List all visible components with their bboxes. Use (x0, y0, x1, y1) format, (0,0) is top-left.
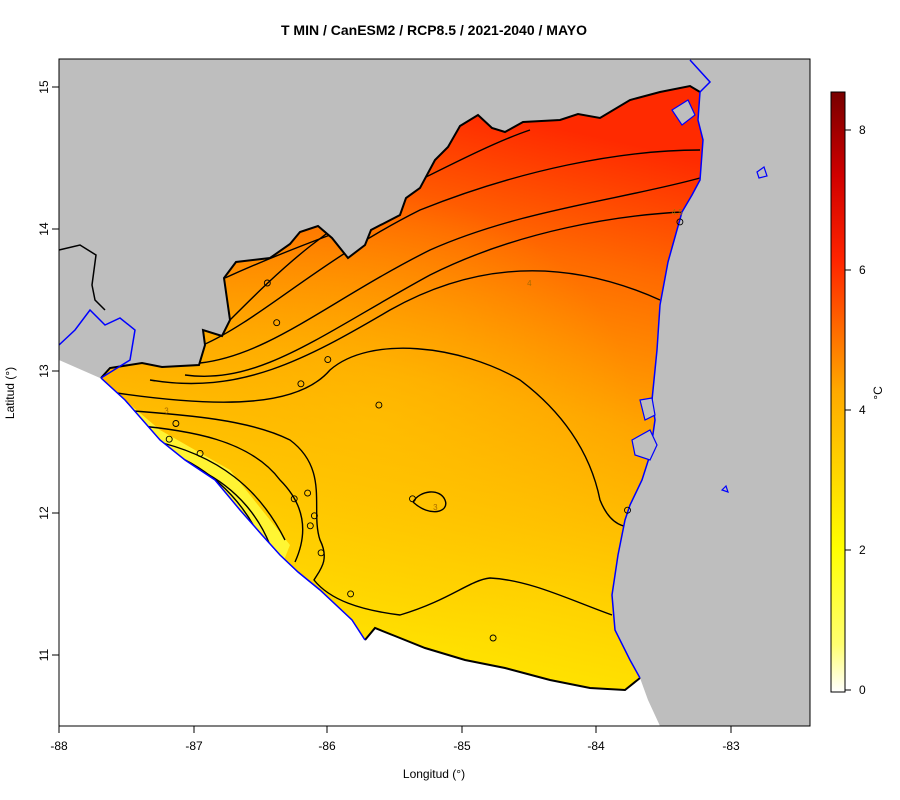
lagoon-north (639, 397, 656, 421)
gulf-of-fonseca (58, 308, 136, 379)
station-marker (375, 401, 383, 409)
pearl-lagoon (631, 429, 658, 461)
miskito-cays (756, 166, 768, 179)
colorbar: 0 2 4 6 8 °C (830, 91, 885, 697)
colorbar-tick-label: 6 (859, 263, 866, 277)
lagoon-wounta (671, 99, 696, 126)
y-tick-label: 12 (37, 506, 51, 520)
station-marker (324, 356, 332, 364)
colorbar-tick-label: 2 (859, 543, 866, 557)
y-tick-label: 11 (37, 648, 51, 661)
station-marker (196, 449, 204, 457)
contour-label: 4 (527, 279, 532, 288)
y-tick-label: 13 (37, 364, 51, 378)
colorbar-ramp (830, 91, 846, 693)
colorbar-unit: °C (871, 386, 885, 400)
map-title: T MIN / CanESM2 / RCP8.5 / 2021-2040 / M… (281, 22, 587, 38)
station-marker (304, 489, 312, 497)
contour-label: 3 (164, 407, 169, 416)
y-axis: 11 12 13 14 15 Latitud (°) (3, 80, 60, 661)
x-axis: -88 -87 -86 -85 -84 -83 Longitud (°) (50, 725, 740, 781)
nicaragua-border (100, 84, 701, 379)
costa-rica-border (364, 626, 641, 692)
x-tick-label: -86 (318, 739, 336, 753)
station-marker (409, 495, 416, 503)
station-marker (310, 512, 318, 520)
x-tick-label: -87 (185, 739, 203, 753)
station-marker (624, 506, 631, 514)
colorbar-tick-label: 8 (859, 123, 866, 137)
station-markers (165, 218, 684, 642)
x-tick-label: -85 (453, 739, 471, 753)
honduras-coastline (689, 59, 712, 93)
station-marker (297, 380, 305, 388)
contour-label: 3 (433, 503, 438, 512)
station-marker (676, 218, 684, 226)
x-axis-label: Longitud (°) (403, 767, 465, 781)
station-marker (263, 279, 271, 287)
y-tick-label: 15 (37, 80, 51, 94)
y-tick-label: 14 (37, 222, 51, 236)
honduras-border (58, 244, 106, 311)
y-axis-label: Latitud (°) (3, 367, 17, 419)
station-marker (165, 435, 173, 443)
caribbean-sea (612, 59, 810, 726)
station-marker (172, 420, 180, 427)
pacific-coastline (100, 377, 366, 641)
contour-labels: 4.5 4 3 3 (164, 208, 683, 512)
pacific-ocean (59, 360, 660, 726)
station-marker (306, 522, 314, 530)
station-marker (317, 549, 325, 557)
contour-label: 4.5 (672, 208, 684, 217)
x-tick-label: -88 (50, 739, 68, 753)
station-marker (347, 590, 355, 598)
colorbar-tick-label: 0 (859, 683, 866, 697)
x-tick-label: -83 (722, 739, 740, 753)
colorbar-tick-label: 4 (859, 403, 866, 417)
corn-island (720, 484, 729, 493)
station-marker (489, 634, 497, 642)
x-tick-label: -84 (587, 739, 605, 753)
station-marker (290, 495, 298, 503)
station-marker (273, 319, 281, 327)
